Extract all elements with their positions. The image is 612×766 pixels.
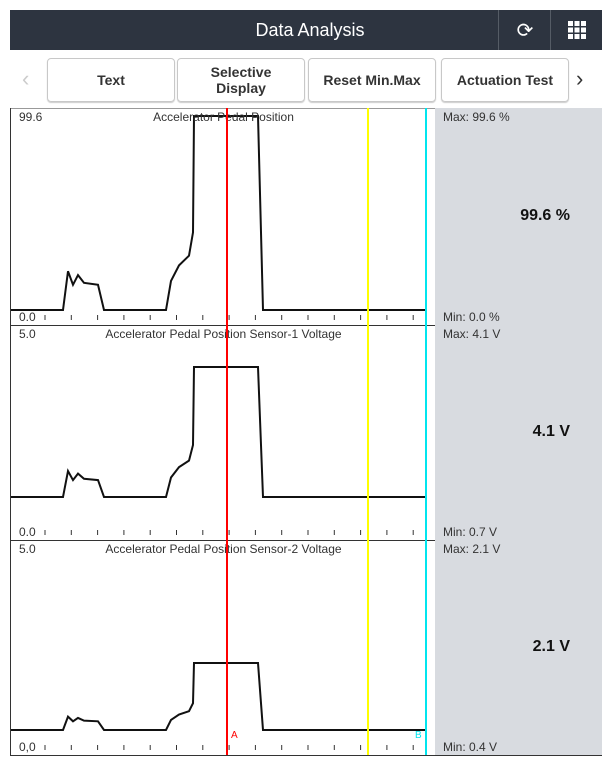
channel-name: Accelerator Pedal Position Sensor-1 Volt…: [105, 327, 342, 341]
cursor-b-label: B: [415, 730, 422, 741]
channel-name: Accelerator Pedal Position Sensor-2 Volt…: [105, 542, 342, 556]
current-value: 4.1 V: [532, 422, 570, 440]
trace-graph[interactable]: 5.0 Accelerator Pedal Position Sensor-1 …: [10, 325, 436, 540]
max-value: Max: 99.6 %: [443, 110, 510, 124]
scale-top: 5.0: [19, 327, 36, 341]
scroll-left-button[interactable]: ‹: [22, 66, 30, 91]
refresh-button[interactable]: ⟳: [498, 10, 551, 50]
scale-bottom: 0,0: [19, 740, 36, 754]
refresh-icon: ⟳: [516, 19, 534, 42]
grid-menu-icon: [568, 21, 586, 39]
title-bar: Data Analysis ⟳: [10, 10, 602, 50]
toolbar: ‹ Text Selective Display Reset Min.Max A…: [10, 50, 602, 109]
text-button[interactable]: Text: [47, 58, 175, 102]
trace-graph[interactable]: 99.6 Accelerator Pedal Position 0.0: [10, 108, 436, 325]
min-value: Min: 0.7 V: [443, 525, 498, 539]
scale-bottom: 0.0: [19, 310, 36, 324]
reset-min-max-button[interactable]: Reset Min.Max: [308, 58, 436, 102]
max-value: Max: 2.1 V: [443, 542, 501, 556]
value-panel: Max: 99.6 % 99.6 % Min: 0.0 %: [435, 108, 602, 325]
channel-panel: 99.6 Accelerator Pedal Position 0.0 Max:…: [10, 108, 602, 326]
scale-top: 99.6: [19, 110, 43, 124]
scroll-right-button[interactable]: ›: [576, 66, 584, 91]
actuation-test-button[interactable]: Actuation Test: [441, 58, 569, 102]
min-value: Min: 0.4 V: [443, 740, 498, 754]
scale-top: 5.0: [19, 542, 36, 556]
selective-display-button[interactable]: Selective Display: [177, 58, 305, 102]
min-value: Min: 0.0 %: [443, 310, 500, 324]
channel-name: Accelerator Pedal Position: [153, 110, 294, 124]
cursor-a-label: A: [231, 730, 238, 741]
grid-menu-button[interactable]: [550, 10, 603, 50]
page-title: Data Analysis: [255, 20, 365, 40]
trace-graph[interactable]: 5.0 Accelerator Pedal Position Sensor-2 …: [10, 540, 436, 755]
value-panel: Max: 4.1 V 4.1 V Min: 0.7 V: [435, 325, 602, 540]
current-value: 2.1 V: [532, 637, 570, 655]
trace-line: [11, 662, 426, 731]
scale-bottom: 0.0: [19, 525, 36, 539]
value-panel: Max: 2.1 V 2.1 V Min: 0.4 V: [435, 540, 602, 755]
channel-panel: 5.0 Accelerator Pedal Position Sensor-2 …: [10, 540, 602, 756]
current-value: 99.6 %: [520, 206, 570, 224]
channel-panel: 5.0 Accelerator Pedal Position Sensor-1 …: [10, 325, 602, 541]
trace-line: [11, 115, 426, 311]
trace-line: [11, 366, 426, 498]
max-value: Max: 4.1 V: [443, 327, 501, 341]
